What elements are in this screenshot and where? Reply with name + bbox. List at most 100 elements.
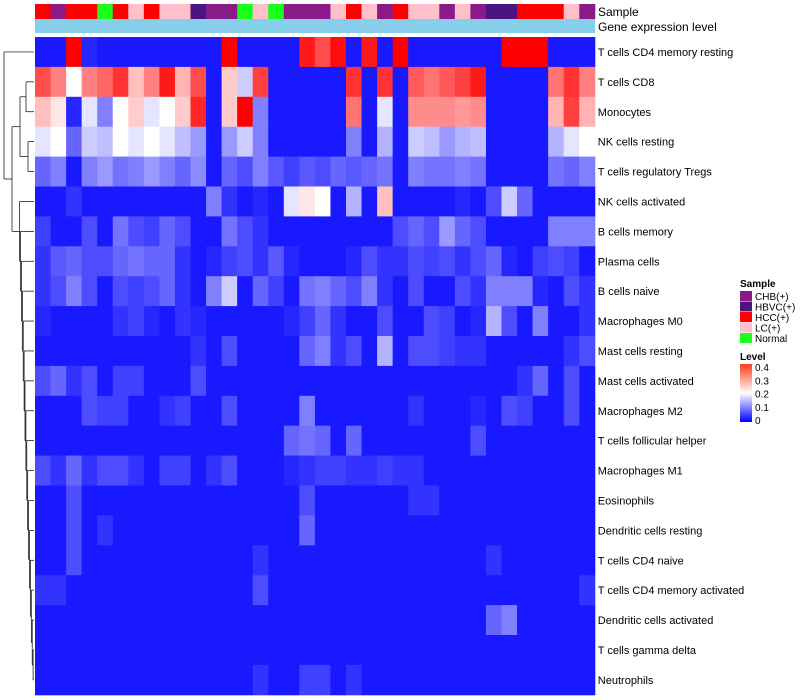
heatmap-cell <box>377 365 394 397</box>
heatmap-cell <box>314 126 331 158</box>
heatmap-cell <box>190 365 207 397</box>
heatmap-cell <box>35 306 52 337</box>
heatmap-cell <box>408 126 425 158</box>
heatmap-cell <box>470 336 487 367</box>
heatmap-cell <box>268 395 285 427</box>
heatmap-cell <box>143 66 160 98</box>
heatmap-cell <box>283 664 300 696</box>
heatmap-cell <box>174 365 191 397</box>
heatmap-cell <box>237 664 254 696</box>
heatmap-cell <box>299 276 316 307</box>
heatmap-cell <box>97 246 114 277</box>
heatmap-cell <box>314 216 331 247</box>
heatmap-cell <box>361 216 378 247</box>
heatmap-cell <box>563 605 580 636</box>
sample-annotation-cell <box>221 4 238 19</box>
heatmap-cell <box>439 276 456 307</box>
heatmap-cell <box>81 455 98 486</box>
heatmap-cell <box>377 276 394 307</box>
heatmap-cell <box>563 306 580 337</box>
heatmap-cell <box>563 485 580 516</box>
sample-annotation-cell <box>579 4 596 19</box>
heatmap-cell <box>485 66 502 98</box>
heatmap-cell <box>439 545 456 576</box>
heatmap-cell <box>268 37 285 68</box>
heatmap-cell <box>563 515 580 546</box>
heatmap-cell <box>548 37 565 68</box>
heatmap-cell <box>346 365 363 397</box>
heatmap-cell <box>439 365 456 397</box>
row-label: T cells CD4 naive <box>598 555 684 567</box>
heatmap-cell <box>206 276 223 307</box>
heatmap-cell <box>330 156 347 187</box>
heatmap-cell <box>35 156 52 187</box>
heatmap-cell <box>66 126 83 158</box>
heatmap-cell <box>470 66 487 98</box>
heatmap-cell <box>423 276 440 307</box>
heatmap-cell <box>517 425 534 457</box>
heatmap-cell <box>377 306 394 337</box>
sample-legend-label: HCC(+) <box>755 313 789 324</box>
heatmap-cell <box>501 664 518 696</box>
heatmap-cell <box>221 246 238 277</box>
heatmap-cell <box>237 635 254 666</box>
heatmap-cell <box>143 276 160 307</box>
heatmap-cell <box>81 575 98 606</box>
heatmap-cell <box>237 365 254 397</box>
heatmap-cell <box>563 365 580 397</box>
heatmap-cell <box>408 605 425 636</box>
heatmap-cell <box>346 575 363 606</box>
sample-legend-swatch <box>740 322 752 333</box>
heatmap-cell <box>174 126 191 158</box>
heatmap-cell <box>470 126 487 158</box>
heatmap-cell <box>143 365 160 397</box>
heatmap-cell <box>50 664 67 696</box>
heatmap-cell <box>143 425 160 457</box>
heatmap-cell <box>252 635 269 666</box>
heatmap-cell <box>485 485 502 516</box>
heatmap-cell <box>532 66 549 98</box>
heatmap-cell <box>299 425 316 457</box>
heatmap-cell <box>485 216 502 247</box>
row-label: Dendritic cells activated <box>598 615 714 627</box>
heatmap-cell <box>501 306 518 337</box>
sample-annotation-cell <box>66 4 83 19</box>
heatmap-cell <box>206 455 223 486</box>
heatmap-cell <box>485 395 502 427</box>
heatmap-cell <box>392 395 409 427</box>
row-label: T cells CD4 memory resting <box>598 47 734 59</box>
heatmap-cell <box>206 575 223 606</box>
heatmap-cell <box>579 515 596 546</box>
heatmap-cell <box>159 336 176 367</box>
heatmap-cell <box>252 96 269 128</box>
heatmap-cell <box>330 605 347 636</box>
heatmap-cell <box>81 126 98 158</box>
heatmap-cell <box>563 425 580 457</box>
sample-annotation-cell <box>454 4 471 19</box>
heatmap-cell <box>66 455 83 486</box>
heatmap-cell <box>532 664 549 696</box>
sample-legend-label: LC(+) <box>755 324 780 335</box>
heatmap-cell <box>408 336 425 367</box>
row-label: Macrophages M1 <box>598 466 683 478</box>
heatmap-cell <box>206 395 223 427</box>
heatmap-cell <box>532 306 549 337</box>
heatmap-cell <box>268 336 285 367</box>
heatmap-cells <box>35 37 596 696</box>
heatmap-cell <box>81 545 98 576</box>
heatmap-cell <box>221 156 238 187</box>
heatmap-cell <box>299 126 316 158</box>
heatmap-cell <box>454 96 471 128</box>
heatmap-cell <box>66 664 83 696</box>
heatmap-cell <box>190 515 207 546</box>
heatmap-cell <box>470 156 487 187</box>
heatmap-cell <box>35 96 52 128</box>
heatmap-cell <box>346 156 363 187</box>
heatmap-cell <box>299 485 316 516</box>
heatmap-cell <box>128 66 145 98</box>
heatmap-cell <box>377 485 394 516</box>
heatmap-cell <box>579 336 596 367</box>
heatmap-cell <box>252 156 269 187</box>
heatmap-cell <box>470 605 487 636</box>
heatmap-cell <box>35 425 52 457</box>
